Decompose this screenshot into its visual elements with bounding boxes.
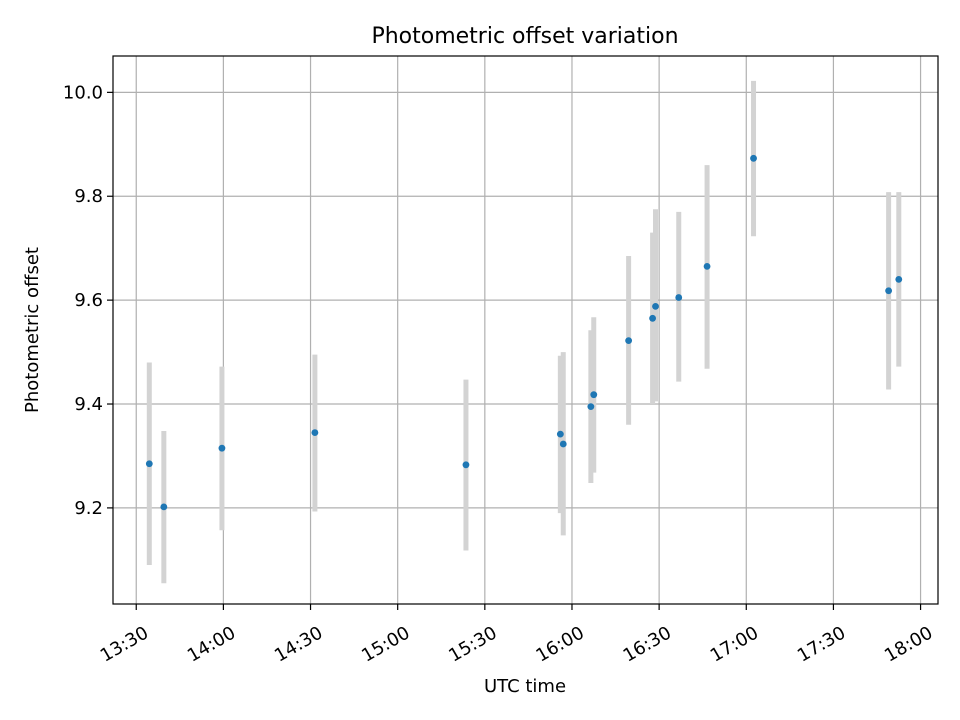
data-point [145,460,153,468]
data-point [462,461,470,469]
data-point [218,444,226,452]
data-point [556,430,564,438]
y-tick-label: 9.4 [74,394,103,415]
data-point [649,314,656,322]
data-point [750,154,757,162]
data-point [559,440,567,448]
y-tick-label: 9.6 [74,290,103,311]
data-point [885,287,893,295]
grid [113,56,938,604]
y-tick-label: 9.8 [74,186,103,207]
data-point [311,429,319,436]
data-points [145,154,903,511]
axis-ticks [107,91,922,610]
y-tick-label: 10.0 [63,82,103,103]
data-point [160,503,168,511]
data-point [587,403,595,411]
data-point [895,275,903,283]
x-axis-label: UTC time [484,676,566,697]
data-point [703,262,711,270]
data-point [652,302,659,310]
chart-title: Photometric offset variation [371,24,678,49]
plot-frame [112,55,939,605]
data-point [625,337,633,345]
y-tick-label: 9.2 [74,498,103,519]
y-axis-label: Photometric offset [22,247,43,413]
data-point [590,391,598,399]
data-point [675,294,683,301]
